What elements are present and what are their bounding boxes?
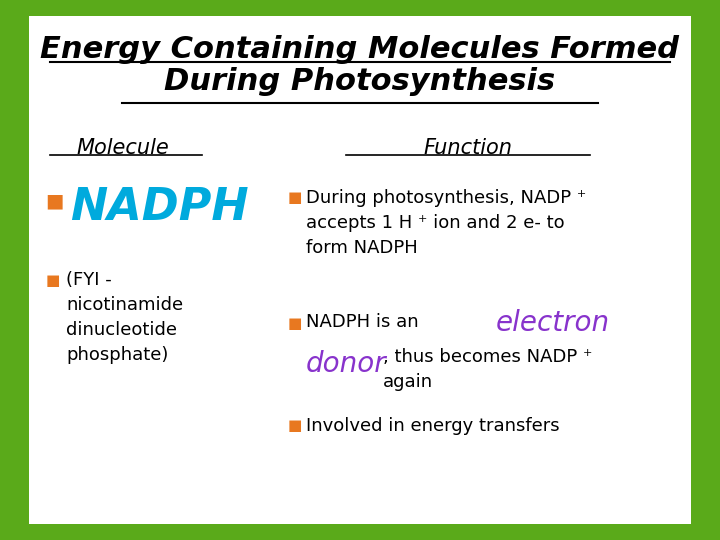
Text: ■: ■ — [288, 316, 302, 331]
Text: Molecule: Molecule — [76, 138, 168, 158]
Text: donor: donor — [306, 350, 387, 378]
Text: Involved in energy transfers: Involved in energy transfers — [306, 417, 559, 435]
Text: electron: electron — [495, 309, 610, 337]
Text: NADPH is an: NADPH is an — [306, 313, 430, 331]
FancyBboxPatch shape — [29, 16, 691, 524]
Text: During photosynthesis, NADP ⁺
accepts 1 H ⁺ ion and 2 e- to
form NADPH: During photosynthesis, NADP ⁺ accepts 1 … — [306, 189, 586, 257]
Text: ■: ■ — [288, 418, 302, 434]
Text: ■: ■ — [45, 273, 60, 288]
Text: , thus becomes NADP ⁺
again: , thus becomes NADP ⁺ again — [383, 348, 593, 392]
Text: Energy Containing Molecules Formed: Energy Containing Molecules Formed — [40, 35, 680, 64]
Text: ■: ■ — [45, 192, 64, 211]
Text: NADPH: NADPH — [71, 186, 249, 230]
Text: Function: Function — [423, 138, 513, 158]
Text: ■: ■ — [288, 190, 302, 205]
Text: During Photosynthesis: During Photosynthesis — [164, 68, 556, 97]
Text: (FYI -
nicotinamide
dinucleotide
phosphate): (FYI - nicotinamide dinucleotide phospha… — [66, 271, 184, 364]
